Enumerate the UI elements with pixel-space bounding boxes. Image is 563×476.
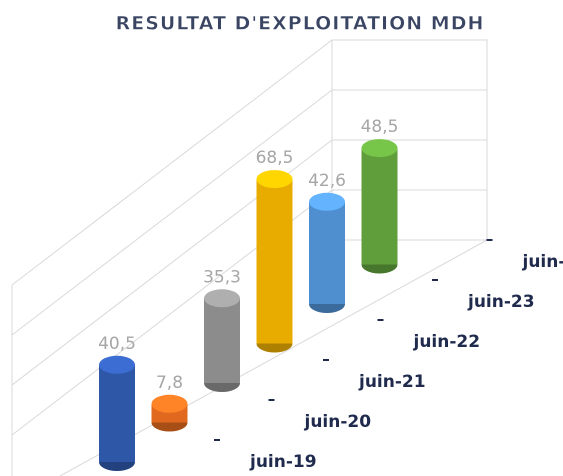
x-tick-label: juin-22 bbox=[413, 332, 481, 352]
side-line bbox=[11, 39, 333, 286]
value-label: 42,6 bbox=[308, 171, 346, 191]
bar-top bbox=[204, 289, 240, 308]
bar bbox=[204, 298, 240, 383]
value-label: 40,5 bbox=[98, 334, 136, 354]
value-label: 68,5 bbox=[256, 148, 294, 168]
value-label: 7,8 bbox=[156, 373, 183, 393]
bar-top bbox=[151, 394, 188, 413]
x-tick-label: juin-20 bbox=[304, 412, 372, 432]
bar-top bbox=[309, 192, 345, 211]
chart-walls bbox=[11, 39, 488, 476]
value-label: 35,3 bbox=[203, 267, 241, 287]
x-tick-label: juin-21 bbox=[358, 372, 426, 392]
x-tick-label: juin-24 bbox=[522, 252, 563, 272]
value-label: 48,5 bbox=[361, 117, 399, 137]
bar-top bbox=[99, 355, 135, 374]
x-tick-label: juin-23 bbox=[467, 292, 535, 312]
bar-top bbox=[361, 139, 398, 158]
x-tick-label: juin-19 bbox=[249, 452, 317, 472]
bar bbox=[361, 148, 398, 265]
bar bbox=[256, 179, 293, 344]
bar-top bbox=[256, 170, 293, 189]
bar bbox=[309, 201, 345, 304]
side-line bbox=[11, 89, 333, 336]
chart-title: RESULTAT D'EXPLOITATION MDH bbox=[116, 13, 485, 35]
bar bbox=[99, 364, 135, 462]
